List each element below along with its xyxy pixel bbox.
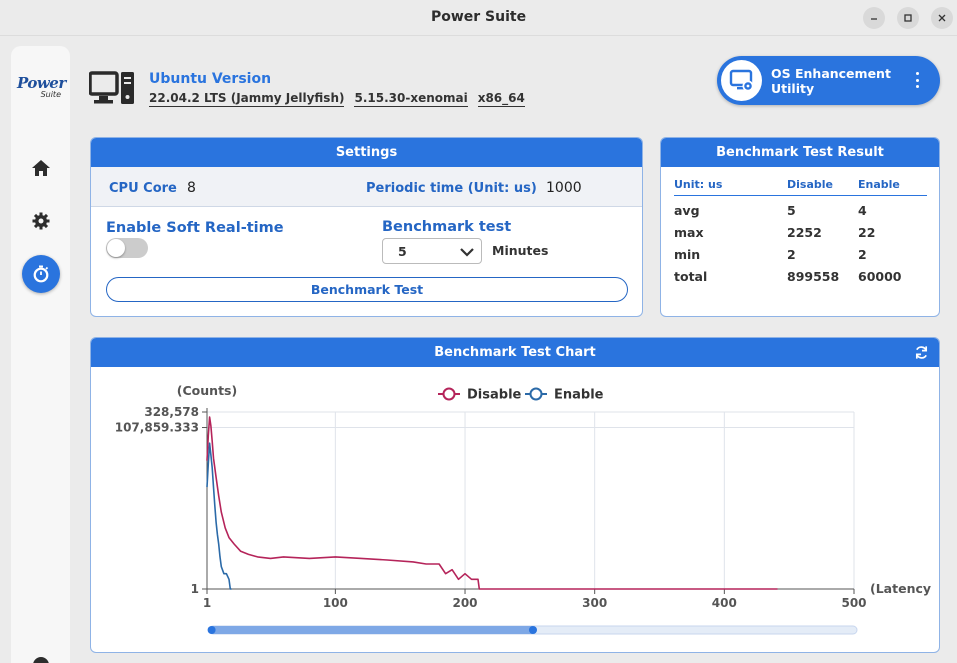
toggle-knob <box>107 239 125 257</box>
y-tick-label: 328,578 <box>144 405 199 419</box>
row-label: total <box>674 269 708 284</box>
sidebar-item-more[interactable] <box>22 646 60 663</box>
settings-header: Settings <box>91 138 642 167</box>
table-row: max 2252 22 <box>674 218 927 240</box>
periodic-time-value: 1000 <box>546 180 582 196</box>
os-version: 22.04.2 LTS (Jammy Jellyfish) <box>149 91 345 107</box>
maximize-icon <box>904 14 912 22</box>
sidebar: Power Suite <box>11 46 70 663</box>
logo-line1: Power <box>17 74 66 92</box>
y-tick-label: 107,859.333 <box>115 421 199 435</box>
minimize-button[interactable] <box>863 7 885 29</box>
utility-icon-circle <box>721 60 762 101</box>
series-line-enable <box>206 442 232 590</box>
row-disable: 5 <box>787 203 796 218</box>
sidebar-item-home[interactable] <box>22 149 60 187</box>
row-enable: 2 <box>858 247 867 262</box>
col-unit: Unit: us <box>674 178 723 191</box>
legend-marker <box>442 387 456 401</box>
x-tick-label: 300 <box>582 596 607 610</box>
benchmark-chart-panel: Benchmark Test Chart 1 100 200 300 400 500 328… <box>90 337 940 653</box>
soft-realtime-label: Enable Soft Real-time <box>106 220 284 236</box>
row-label: max <box>674 225 704 240</box>
table-row: min 2 2 <box>674 240 927 262</box>
monitor-settings-icon <box>729 69 753 91</box>
info-icon <box>33 657 49 663</box>
latency-chart[interactable]: 1 100 200 300 400 500 328,578 107,859.333 1 (Coun… <box>91 367 939 652</box>
row-label: avg <box>674 203 700 218</box>
chevron-down-icon <box>460 248 474 257</box>
os-meta: 22.04.2 LTS (Jammy Jellyfish) 5.15.30-xe… <box>149 91 525 107</box>
gear-icon <box>32 212 50 230</box>
logo-line2: Suite <box>40 90 61 99</box>
x-tick-label: 1 <box>203 596 211 610</box>
benchmark-test-button[interactable]: Benchmark Test <box>106 277 628 302</box>
settings-info-row: CPU Core 8 Periodic time (Unit: us) 1000 <box>91 167 642 207</box>
row-enable: 60000 <box>858 269 902 284</box>
row-disable: 899558 <box>787 269 840 284</box>
legend-marker <box>529 387 543 401</box>
os-title: Ubuntu Version <box>149 71 272 87</box>
window-title: Power Suite <box>430 9 527 25</box>
x-tick-label: 500 <box>841 596 866 610</box>
minutes-label: Minutes <box>492 243 549 258</box>
minimize-icon <box>871 18 877 20</box>
benchmark-duration-select[interactable]: 5 <box>382 238 482 264</box>
x-tick-label: 100 <box>323 596 348 610</box>
x-tick-label: 200 <box>452 596 477 610</box>
zoom-handle-start[interactable] <box>207 626 216 634</box>
zoom-handle-end[interactable] <box>529 626 537 634</box>
row-disable: 2 <box>787 247 796 262</box>
col-disable: Disable <box>787 178 833 191</box>
cpu-core-label: CPU Core <box>109 181 177 196</box>
row-enable: 4 <box>858 203 867 218</box>
settings-panel: Settings CPU Core 8 Periodic time (Unit:… <box>90 137 643 317</box>
chart-header: Benchmark Test Chart <box>91 338 939 367</box>
series-line-disable <box>206 416 778 590</box>
col-enable: Enable <box>858 178 900 191</box>
x-tick-label: 400 <box>712 596 737 610</box>
table-row: avg 5 4 <box>674 196 927 218</box>
sidebar-item-benchmark[interactable] <box>22 255 60 293</box>
y-axis-label: (Counts) <box>177 383 237 398</box>
close-button[interactable] <box>931 7 953 29</box>
window-titlebar: Power Suite <box>0 0 957 36</box>
os-kernel: 5.15.30-xenomai <box>354 91 468 107</box>
y-tick-label: 1 <box>191 582 199 596</box>
row-label: min <box>674 247 701 262</box>
maximize-button[interactable] <box>897 7 919 29</box>
zoom-selection <box>211 626 533 634</box>
x-axis-label: (Latency <box>870 581 931 596</box>
os-enhancement-utility-button[interactable]: OS Enhancement Utility <box>717 56 940 105</box>
close-icon <box>938 14 946 22</box>
result-header: Benchmark Test Result <box>661 138 939 167</box>
stopwatch-icon <box>33 265 49 283</box>
row-enable: 22 <box>858 225 876 240</box>
cpu-core-value: 8 <box>187 180 196 196</box>
result-table: Unit: us Disable Enable avg 5 4 max 2252… <box>674 178 927 284</box>
os-arch: x86_64 <box>477 91 525 107</box>
home-icon <box>32 160 50 176</box>
result-table-header: Unit: us Disable Enable <box>674 178 927 196</box>
refresh-icon[interactable] <box>914 345 929 360</box>
plot-area <box>207 412 854 589</box>
utility-button-label: OS Enhancement Utility <box>771 66 891 96</box>
row-disable: 2252 <box>787 225 822 240</box>
benchmark-result-panel: Benchmark Test Result Unit: us Disable E… <box>660 137 940 317</box>
periodic-time-label: Periodic time (Unit: us) <box>366 181 537 196</box>
soft-realtime-toggle[interactable] <box>106 238 148 258</box>
more-vert-icon[interactable] <box>909 70 925 90</box>
legend-label: Enable <box>554 388 604 403</box>
benchmark-test-label: Benchmark test <box>382 219 512 235</box>
legend-label: Disable <box>467 388 522 403</box>
sidebar-item-settings[interactable] <box>22 202 60 240</box>
table-row: total 899558 60000 <box>674 262 927 284</box>
chart-title: Benchmark Test Chart <box>434 345 596 360</box>
power-suite-logo: Power Suite <box>17 74 66 100</box>
benchmark-duration-value: 5 <box>398 244 407 259</box>
computer-icon <box>89 71 134 104</box>
